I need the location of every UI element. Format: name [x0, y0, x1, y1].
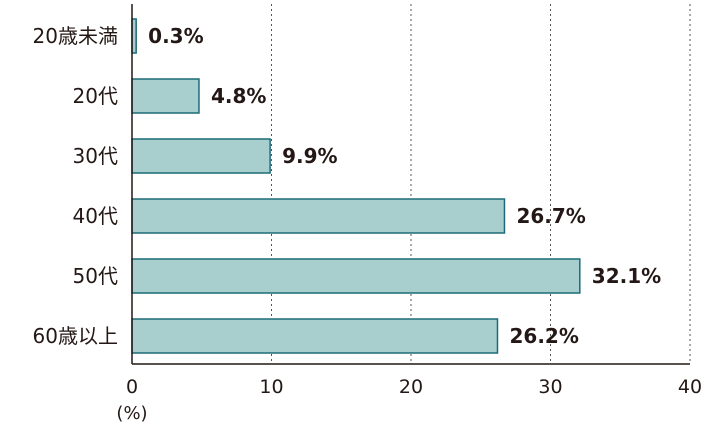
grid-layer [271, 4, 691, 364]
category-label-2: 30代 [73, 144, 118, 168]
category-label-1: 20代 [73, 84, 118, 108]
category-label-4: 50代 [73, 264, 118, 288]
value-label-5: 26.2% [509, 324, 578, 348]
bar-5 [131, 318, 499, 354]
category-label-5: 60歳以上 [33, 324, 118, 348]
bar-1 [131, 78, 200, 114]
bar-3 [131, 198, 506, 234]
x-tick-label-30: 30 [538, 376, 562, 398]
bar-4 [131, 258, 581, 294]
x-tick-label-40: 40 [678, 376, 702, 398]
value-label-3: 26.7% [516, 204, 585, 228]
category-label-0: 20歳未満 [33, 24, 118, 48]
bar-layer [131, 18, 581, 354]
value-label-2: 9.9% [282, 144, 337, 168]
category-label-3: 40代 [73, 204, 118, 228]
x-tick-label-0: 0 [126, 376, 138, 398]
x-axis-unit-label: (%) [116, 403, 147, 424]
x-tick-label-20: 20 [399, 376, 423, 398]
value-label-0: 0.3% [148, 24, 203, 48]
label-layer: 20歳未満 0.3% 20代 4.8% 30代 9.9% 40代 26.7% 50代 32.1% 6… [33, 24, 662, 348]
value-label-4: 32.1% [592, 264, 661, 288]
bar-2 [131, 138, 271, 174]
x-tick-label-10: 10 [259, 376, 283, 398]
value-label-1: 4.8% [211, 84, 266, 108]
axis-layer: 0 10 20 30 40 [126, 4, 702, 398]
